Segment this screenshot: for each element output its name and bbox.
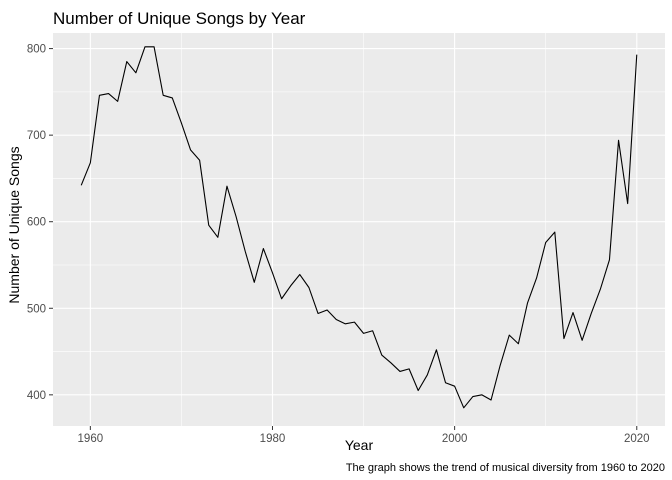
major-gridlines [53, 33, 665, 426]
y-axis-label: Number of Unique Songs [6, 146, 22, 303]
x-axis-label: Year [345, 437, 374, 453]
x-tick-label: 1980 [260, 433, 286, 445]
y-tick-label: 800 [27, 44, 46, 56]
y-tick-label: 600 [27, 217, 46, 229]
y-tick-label: 400 [27, 390, 46, 402]
chart-title: Number of Unique Songs by Year [53, 9, 306, 28]
y-axis: 400 500 600 700 800 [27, 44, 53, 402]
y-tick-label: 700 [27, 130, 46, 142]
x-axis: 1960 1980 2000 2020 [78, 426, 650, 445]
x-tick-label: 2020 [624, 433, 650, 445]
series-line [80, 46, 638, 409]
minor-gridlines [53, 33, 665, 426]
y-tick-label: 500 [27, 303, 46, 315]
x-tick-label: 1960 [78, 433, 104, 445]
plot-panel [53, 33, 665, 426]
x-tick-label: 2000 [442, 433, 468, 445]
chart-caption: The graph shows the trend of musical div… [346, 462, 665, 474]
